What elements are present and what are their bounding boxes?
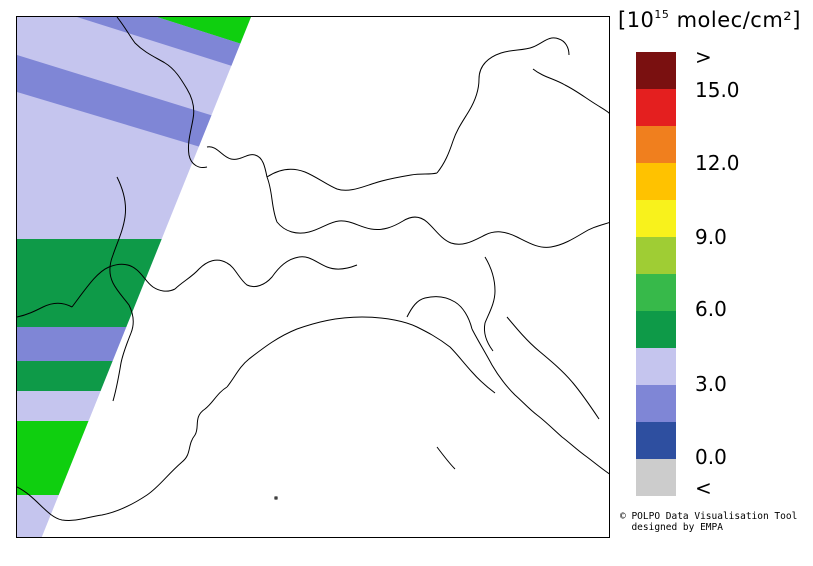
swath-band-blue <box>17 327 251 361</box>
legend-tick-label: 15.0 <box>695 78 740 102</box>
legend-swatch <box>636 52 676 89</box>
legend-swatch <box>636 459 676 496</box>
legend-tick-label: 3.0 <box>695 372 727 396</box>
legend-title-suffix: molec/cm²] <box>669 8 801 32</box>
map-canvas <box>17 17 609 537</box>
legend-swatch <box>636 385 676 422</box>
coastline <box>17 386 228 521</box>
legend-swatch <box>636 348 676 385</box>
border-austria <box>266 168 438 191</box>
legend-bottom-label: < <box>695 476 712 500</box>
border-france <box>109 176 134 402</box>
legend-swatch <box>636 422 676 459</box>
swath-band-darkgreen <box>17 361 251 391</box>
swath-band-green <box>17 421 251 495</box>
coastline <box>71 263 176 308</box>
legend-tick-label: 0.0 <box>695 445 727 469</box>
swath-band-blue <box>17 55 217 152</box>
legend-swatch <box>636 237 676 274</box>
coastline <box>471 328 609 475</box>
credit-text: © POLPO Data Visualisation Tool designed… <box>620 511 797 533</box>
swath-band-green <box>17 17 251 47</box>
map-panel[interactable] <box>16 16 610 538</box>
legend-swatch <box>636 274 676 311</box>
border-germany <box>436 37 570 174</box>
legend-color-bar <box>636 52 676 496</box>
border-lines <box>17 17 609 521</box>
border-czech <box>532 68 609 114</box>
swath-band-blue <box>77 17 251 72</box>
border-switzerland <box>174 256 358 290</box>
legend-title-prefix: [10 <box>618 8 655 32</box>
legend-tick-label: 6.0 <box>695 297 727 321</box>
border-france <box>116 17 208 168</box>
legend-swatch <box>636 311 676 348</box>
border-slovenia <box>484 256 496 352</box>
legend-title: [1015 molec/cm²] <box>618 8 801 32</box>
legend-swatch <box>636 89 676 126</box>
border-austria <box>266 176 609 248</box>
legend-swatch <box>636 163 676 200</box>
satellite-swath <box>17 17 251 537</box>
legend-swatch <box>636 200 676 237</box>
coastline <box>226 316 496 394</box>
border-germany <box>206 146 268 178</box>
swath-band-lavender <box>17 391 251 421</box>
legend-top-label: > <box>695 45 712 69</box>
border-croatia <box>506 316 600 420</box>
coastline <box>436 446 456 470</box>
credit-line-1: © POLPO Data Visualisation Tool <box>620 511 798 522</box>
border-france <box>17 302 73 318</box>
legend-title-exponent: 15 <box>654 8 670 21</box>
legend-swatch <box>636 126 676 163</box>
island-elba <box>274 496 278 500</box>
credit-line-2: designed by EMPA <box>620 522 723 533</box>
swath-band-darkgreen <box>17 239 251 327</box>
legend-tick-label: 12.0 <box>695 151 740 175</box>
legend-tick-label: 9.0 <box>695 225 727 249</box>
coastline <box>406 296 473 330</box>
